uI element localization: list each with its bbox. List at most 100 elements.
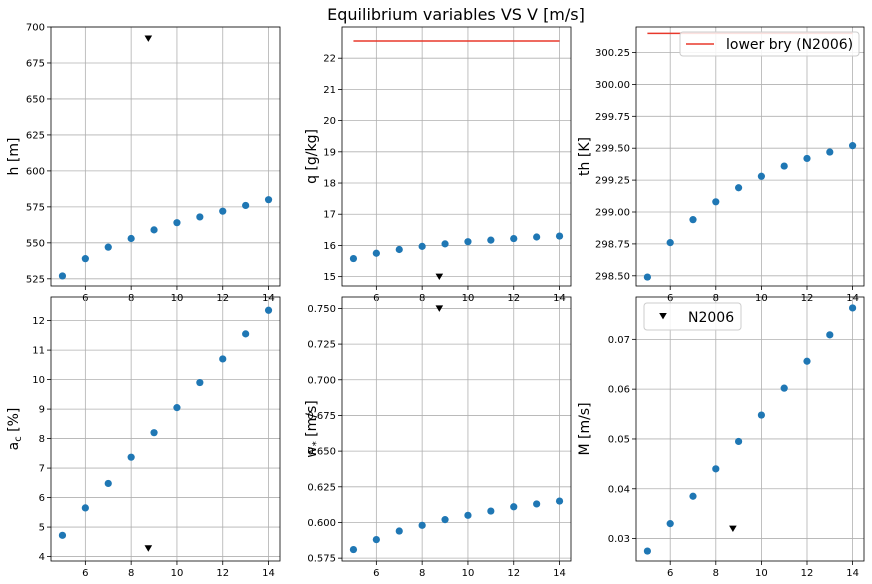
data-point — [643, 273, 652, 281]
panel-4: 6 8 10 12 14 4 5 6 7 8 9 10 11 12 ac [%] — [6, 296, 281, 579]
x-tick-label: 14 — [553, 568, 566, 579]
y-tick-label: 700 — [26, 23, 45, 34]
data-point — [418, 242, 426, 250]
panel-6: 6 8 10 12 14 0.03 0.04 0.05 0.06 0.07 M [m/s] N2006 — [577, 296, 865, 579]
data-point — [803, 154, 811, 163]
axes-frame — [50, 26, 281, 287]
legend-box — [643, 302, 742, 331]
y-tick-label: 0.04 — [608, 484, 630, 495]
data-point — [735, 437, 743, 446]
data-point — [127, 453, 135, 461]
data-point — [803, 357, 811, 365]
data-point — [780, 384, 788, 392]
data-point — [712, 198, 720, 206]
y-tick-label: 0.625 — [307, 482, 336, 493]
data-point — [757, 411, 766, 419]
reference-point — [435, 273, 444, 281]
y-axis-label: h [m] — [6, 138, 22, 176]
y-tick-label: 16 — [323, 241, 336, 252]
y-tick-label: 0.05 — [608, 434, 630, 445]
y-tick-label: 5 — [39, 523, 45, 534]
data-point — [441, 516, 449, 524]
y-tick-label: 9 — [39, 405, 45, 416]
data-point — [555, 497, 564, 505]
x-tick-label: 12 — [507, 568, 520, 579]
data-point — [464, 511, 472, 519]
data-point — [372, 535, 380, 544]
y-tick-label: 6 — [39, 493, 45, 504]
data-point — [689, 216, 697, 224]
y-axis-label: ac [%] — [6, 408, 24, 451]
data-point — [418, 521, 426, 529]
data-point — [150, 226, 158, 234]
y-tick-label: 0.600 — [307, 518, 336, 529]
data-point — [395, 527, 403, 535]
legend-marker-swatch — [659, 312, 667, 320]
legend: lower bry (N2006) — [679, 31, 860, 57]
y-tick-label: 0.03 — [608, 534, 630, 545]
y-axis-label: w* [m/s] — [304, 400, 322, 457]
data-point — [349, 545, 358, 554]
y-tick-label: 21 — [323, 85, 336, 96]
data-point — [735, 184, 743, 192]
y-axis-label: M [m/s] — [577, 402, 593, 455]
data-point — [196, 378, 204, 387]
y-tick-label: 0.675 — [307, 411, 336, 422]
data-point — [219, 355, 227, 363]
y-tick-label: 650 — [26, 94, 45, 105]
data-point — [757, 172, 766, 180]
data-point — [826, 148, 834, 156]
data-point — [196, 213, 204, 221]
data-point — [58, 272, 67, 280]
data-point — [104, 243, 112, 251]
y-tick-label: 625 — [26, 130, 45, 141]
y-tick-label: 0.07 — [608, 335, 630, 346]
data-point — [849, 142, 857, 150]
y-tick-label: 0.575 — [307, 554, 336, 565]
data-point — [666, 520, 674, 528]
y-tick-label: 18 — [323, 179, 336, 190]
y-tick-label: 17 — [323, 210, 336, 221]
x-tick-label: 14 — [846, 568, 859, 579]
panel-1: 68101214525550575600625650675700h [m] — [6, 23, 281, 304]
data-point — [555, 232, 564, 240]
y-tick-label: 12 — [32, 316, 45, 327]
x-tick-label: 10 — [171, 568, 184, 579]
data-point — [81, 255, 89, 263]
data-point — [264, 196, 273, 204]
x-tick-label: 6 — [667, 568, 673, 579]
reference-point — [144, 545, 153, 552]
y-tick-label: 299.75 — [595, 112, 630, 123]
data-point — [150, 429, 158, 437]
axes-frame — [635, 26, 865, 287]
x-tick-label: 12 — [216, 568, 229, 579]
x-tick-label: 10 — [755, 568, 768, 579]
reference-point — [435, 305, 444, 312]
data-point — [666, 239, 674, 247]
y-tick-label: 575 — [26, 202, 45, 213]
data-point — [487, 236, 495, 244]
x-tick-label: 6 — [373, 568, 379, 579]
data-point — [464, 238, 472, 246]
data-point — [441, 240, 449, 248]
data-point — [127, 234, 135, 243]
y-tick-label: 0.725 — [307, 340, 336, 351]
y-tick-label: 600 — [26, 166, 45, 177]
y-tick-label: 15 — [323, 272, 336, 283]
y-tick-label: 11 — [32, 346, 45, 357]
y-axis-label-rest: [%] — [6, 408, 22, 437]
legend-label: lower bry (N2006) — [726, 37, 853, 53]
data-point — [173, 219, 181, 227]
panel-5: 6 8 10 12 14 0.575 0.600 0.625 0.650 0.675 0.700 0.… — [304, 296, 572, 579]
y-axis-label-sub: c — [13, 436, 24, 442]
y-tick-label: 298.75 — [595, 239, 630, 250]
data-point — [104, 479, 112, 488]
y-tick-label: 675 — [26, 58, 45, 69]
data-point — [395, 245, 403, 254]
x-tick-label: 6 — [82, 568, 88, 579]
y-tick-label: 0.700 — [307, 375, 336, 386]
data-point — [242, 330, 250, 338]
data-point — [780, 162, 788, 170]
data-point — [487, 507, 495, 515]
